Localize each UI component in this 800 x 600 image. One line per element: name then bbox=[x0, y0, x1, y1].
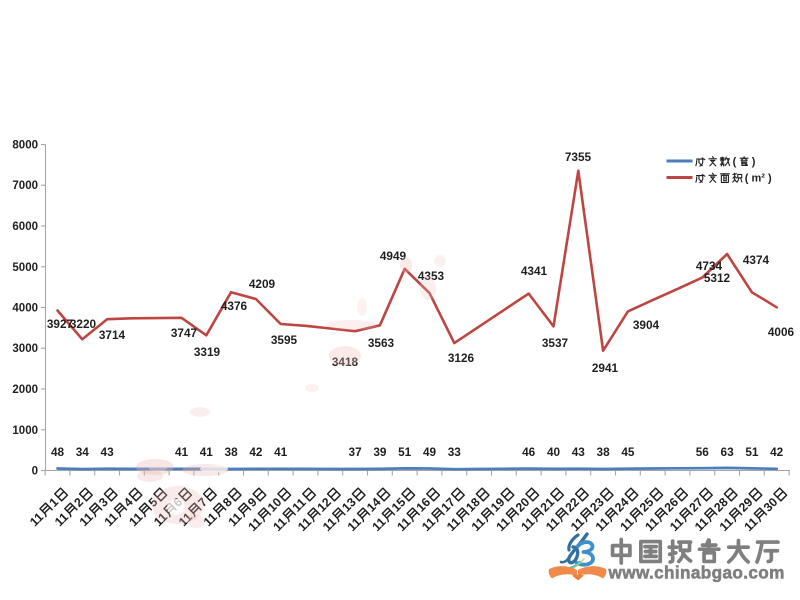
svg-text:5312: 5312 bbox=[704, 271, 731, 285]
svg-text:45: 45 bbox=[621, 445, 635, 459]
svg-text:34: 34 bbox=[76, 445, 90, 459]
svg-text:40: 40 bbox=[547, 445, 561, 459]
svg-text:4341: 4341 bbox=[521, 264, 548, 278]
svg-text:3904: 3904 bbox=[633, 318, 660, 332]
svg-text:51: 51 bbox=[398, 445, 412, 459]
svg-text:(: ( bbox=[733, 156, 737, 168]
svg-text:3537: 3537 bbox=[542, 336, 569, 350]
svg-text:33: 33 bbox=[448, 445, 462, 459]
svg-text:63: 63 bbox=[721, 445, 735, 459]
svg-text:42: 42 bbox=[249, 445, 263, 459]
svg-text:37: 37 bbox=[349, 445, 363, 459]
svg-text:2941: 2941 bbox=[592, 361, 619, 375]
svg-text:3747: 3747 bbox=[171, 326, 198, 340]
svg-text:6000: 6000 bbox=[12, 221, 38, 233]
svg-text:3927: 3927 bbox=[47, 317, 74, 331]
svg-text:39: 39 bbox=[373, 445, 387, 459]
svg-text:38: 38 bbox=[225, 445, 239, 459]
svg-text:41: 41 bbox=[274, 445, 288, 459]
svg-text:4209: 4209 bbox=[249, 277, 276, 291]
svg-text:( m² ): ( m² ) bbox=[745, 173, 772, 185]
svg-text:4734: 4734 bbox=[696, 259, 723, 273]
svg-text:43: 43 bbox=[572, 445, 586, 459]
svg-text:3000: 3000 bbox=[12, 343, 38, 355]
svg-text:43: 43 bbox=[101, 445, 115, 459]
svg-text:4376: 4376 bbox=[221, 299, 248, 313]
svg-text:7355: 7355 bbox=[565, 150, 592, 164]
svg-text:4006: 4006 bbox=[768, 325, 795, 339]
svg-text:51: 51 bbox=[745, 445, 759, 459]
svg-text:46: 46 bbox=[522, 445, 536, 459]
svg-text:3126: 3126 bbox=[448, 351, 475, 365]
svg-text:4000: 4000 bbox=[12, 303, 38, 315]
svg-text:3319: 3319 bbox=[194, 345, 221, 359]
svg-text:38: 38 bbox=[597, 445, 611, 459]
svg-text:48: 48 bbox=[51, 445, 65, 459]
svg-text:3220: 3220 bbox=[70, 317, 97, 331]
svg-text:41: 41 bbox=[175, 445, 189, 459]
svg-text:4353: 4353 bbox=[418, 269, 445, 283]
svg-text:3418: 3418 bbox=[332, 355, 359, 369]
svg-text:0: 0 bbox=[32, 466, 38, 478]
svg-text:2000: 2000 bbox=[12, 384, 38, 396]
svg-text:41: 41 bbox=[200, 445, 214, 459]
svg-text:5000: 5000 bbox=[12, 262, 38, 274]
svg-text:4374: 4374 bbox=[743, 253, 770, 267]
svg-text:3595: 3595 bbox=[271, 333, 298, 347]
svg-text:1000: 1000 bbox=[12, 425, 38, 437]
svg-text:3563: 3563 bbox=[368, 336, 395, 350]
svg-text:49: 49 bbox=[423, 445, 437, 459]
svg-text:): ) bbox=[752, 156, 756, 168]
svg-text:4949: 4949 bbox=[380, 249, 407, 263]
svg-text:42: 42 bbox=[770, 445, 784, 459]
svg-text:56: 56 bbox=[696, 445, 710, 459]
svg-text:www.chinabgao.com: www.chinabgao.com bbox=[608, 562, 785, 582]
svg-text:8000: 8000 bbox=[12, 140, 38, 152]
svg-text:7000: 7000 bbox=[12, 180, 38, 192]
svg-text:3714: 3714 bbox=[99, 328, 126, 342]
